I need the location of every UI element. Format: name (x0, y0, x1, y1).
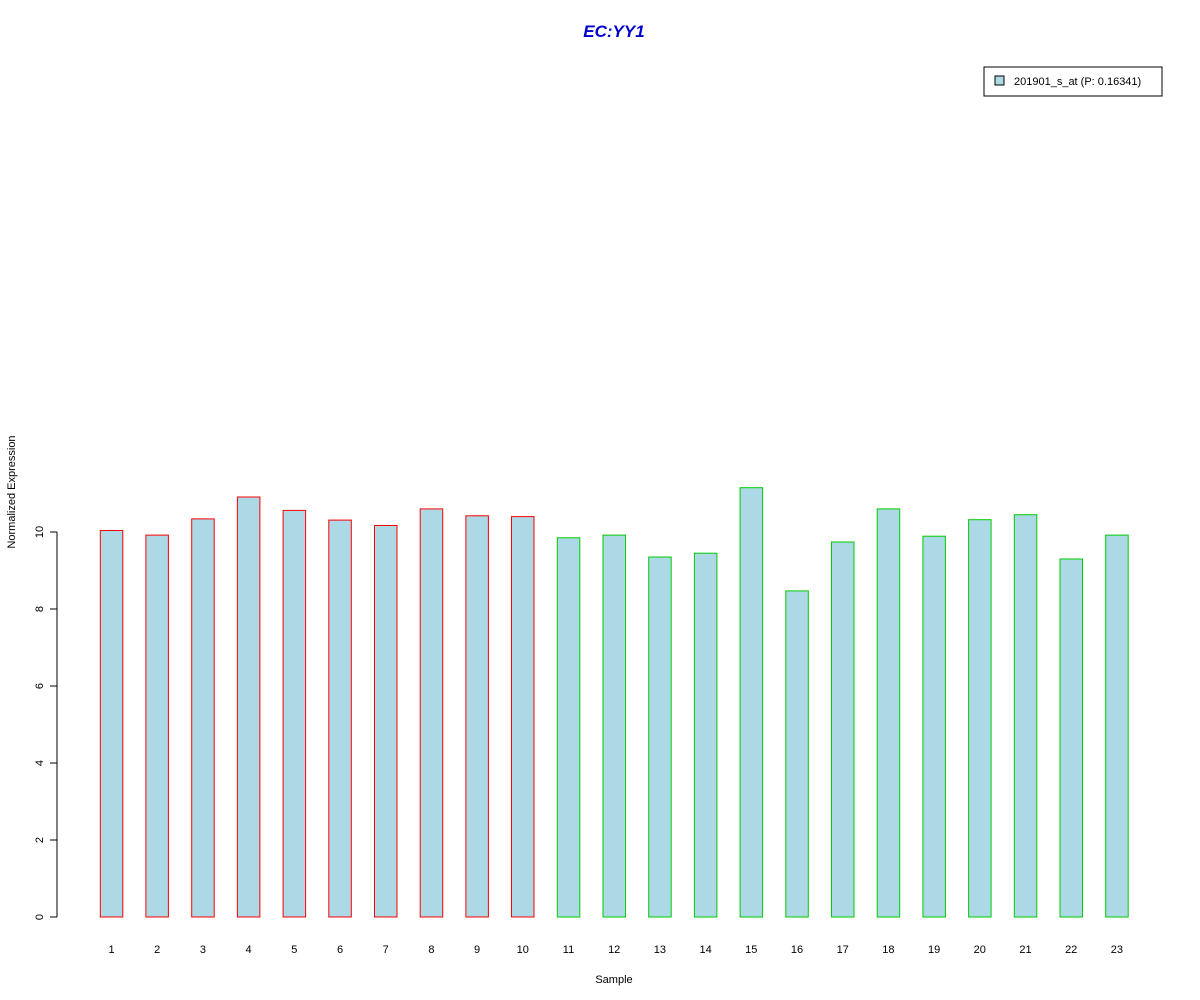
x-tick-label: 15 (745, 944, 757, 956)
x-tick-label: 18 (882, 944, 894, 956)
bar-sample-19 (922, 535, 946, 918)
y-axis-label: Normalized Expression (6, 435, 18, 548)
bar-sample-8 (419, 508, 444, 918)
x-tick-label: 22 (1065, 944, 1077, 956)
bar-sample-22 (1059, 558, 1083, 918)
bar-sample-5 (282, 509, 307, 918)
bar-sample-16 (785, 590, 809, 918)
y-tick-label: 2 (34, 837, 46, 843)
x-tick-label: 19 (928, 944, 940, 956)
x-tick-label: 2 (154, 944, 160, 956)
legend-swatch (994, 75, 1005, 86)
chart-title: EC:YY1 (583, 22, 644, 41)
bar-sample-20 (968, 519, 992, 918)
bar-sample-18 (876, 508, 901, 918)
y-axis: 0 2 4 6 8 10 (34, 526, 58, 920)
x-tick-label: 17 (837, 944, 849, 956)
x-tick-label: 20 (974, 944, 986, 956)
x-tick-label: 12 (608, 944, 620, 956)
bar-sample-10 (511, 516, 535, 918)
bar-sample-17 (831, 541, 855, 918)
bar-sample-3 (191, 518, 215, 918)
x-tick-label: 1 (108, 944, 114, 956)
legend-entry-label: 201901_s_at (P: 0.16341) (1014, 76, 1141, 88)
bar-sample-23 (1105, 534, 1129, 918)
y-tick-label: 10 (34, 526, 46, 538)
x-tick-labels: 1 2 3 4 5 6 7 8 9 10 11 12 13 14 15 16 17 18 19 20 21 22 23 (108, 944, 1123, 956)
bar-sample-2 (145, 534, 169, 918)
bar-sample-12 (602, 534, 626, 918)
y-ticks: 0 2 4 6 8 10 (34, 526, 57, 920)
x-tick-label: 16 (791, 944, 803, 956)
bar-sample-11 (556, 537, 581, 918)
bar-sample-1 (99, 530, 124, 918)
x-tick-label: 3 (200, 944, 206, 956)
x-tick-label: 9 (474, 944, 480, 956)
x-tick-label: 11 (563, 944, 574, 956)
bar-sample-21 (1013, 514, 1038, 918)
y-tick-label: 4 (34, 760, 46, 766)
x-tick-label: 10 (517, 944, 529, 956)
bar-sample-15 (739, 487, 764, 918)
x-tick-label: 5 (291, 944, 297, 956)
y-tick-label: 6 (34, 683, 46, 689)
legend-box (983, 66, 1163, 97)
x-tick-label: 8 (428, 944, 434, 956)
bar-sample-9 (465, 515, 489, 918)
x-tick-label: 14 (699, 944, 711, 956)
y-tick-label: 0 (34, 914, 46, 920)
y-tick-label: 8 (34, 606, 46, 612)
bar-sample-13 (648, 556, 672, 918)
x-axis-label: Sample (595, 974, 632, 986)
bar-sample-6 (328, 519, 352, 918)
x-tick-label: 6 (337, 944, 343, 956)
bar-sample-4 (236, 496, 261, 918)
legend: 201901_s_at (P: 0.16341) (983, 66, 1163, 97)
x-tick-label: 7 (383, 944, 389, 956)
x-tick-label: 23 (1111, 944, 1123, 956)
x-tick-label: 21 (1019, 944, 1031, 956)
bars (99, 487, 1129, 918)
x-tick-label: 13 (654, 944, 666, 956)
bar-sample-7 (374, 525, 398, 918)
x-tick-label: 4 (246, 944, 252, 956)
bar-sample-14 (693, 552, 718, 918)
